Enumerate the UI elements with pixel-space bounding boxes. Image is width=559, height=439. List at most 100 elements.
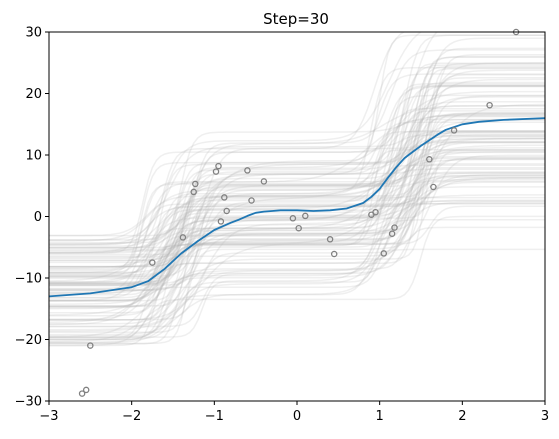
sample-curve [49, 62, 545, 283]
data-point [388, 230, 396, 237]
sample-curve [49, 172, 545, 317]
sample-curve [49, 158, 545, 276]
data-point [190, 188, 197, 196]
data-point [330, 250, 338, 258]
sample-curve [49, 114, 545, 292]
sample-curve [49, 205, 545, 285]
sample-curve [49, 32, 405, 247]
sample-curve [49, 163, 545, 284]
sample-curve [49, 137, 545, 295]
sample-curve [49, 84, 545, 274]
sample-curve [49, 157, 545, 269]
sample-curve [49, 173, 545, 337]
mean-line [49, 117, 545, 298]
sample-curve [49, 130, 545, 254]
chart-title: Step=30 [263, 10, 329, 28]
sample-curve [49, 141, 545, 286]
y-tick-label: −10 [15, 272, 42, 287]
sample-curve [49, 94, 545, 321]
sample-curve [49, 176, 545, 323]
sample-curve [49, 171, 545, 299]
sample-curve [49, 49, 545, 252]
sample-curve [49, 130, 545, 262]
sample-curve [49, 180, 545, 321]
sample-curve [49, 172, 545, 302]
sample-curve [49, 90, 545, 237]
sample-curve [49, 226, 545, 325]
sample-curve [49, 78, 545, 244]
x-tick-label: −1 [205, 409, 224, 424]
data-point [486, 101, 493, 109]
x-tick-label: −2 [122, 409, 141, 424]
sample-curve [49, 66, 545, 278]
sample-curve [49, 83, 545, 254]
sample-curve [49, 85, 545, 268]
data-point [295, 224, 302, 232]
sample-curve [49, 164, 545, 299]
sample-curve [49, 175, 545, 344]
sample-curve [49, 111, 545, 328]
sample-curve [49, 101, 545, 285]
sample-curve [49, 62, 545, 277]
sample-curve [49, 118, 545, 332]
y-tick-label: −20 [15, 333, 42, 348]
sample-curve [49, 134, 545, 285]
data-point [326, 236, 334, 243]
data-point [391, 224, 398, 231]
sample-curve [49, 53, 545, 278]
x-tick-label: −3 [39, 409, 58, 424]
sample-curve [49, 47, 545, 270]
data-point [82, 386, 90, 394]
sample-curve [49, 81, 545, 286]
data-point [302, 212, 309, 220]
sample-curve [49, 132, 545, 268]
sample-curve [49, 96, 545, 302]
x-tick-label: 2 [458, 409, 466, 424]
sample-curve [49, 151, 545, 314]
sample-curve [49, 65, 545, 272]
x-tick-label: 3 [541, 409, 549, 424]
sample-curve [49, 130, 545, 262]
sample-curve [49, 149, 545, 310]
data-point [380, 250, 388, 257]
data-point [223, 207, 230, 215]
sample-curve [49, 94, 545, 291]
sample-curve [49, 121, 545, 308]
sample-curve [49, 178, 545, 316]
sample-curve [49, 202, 545, 339]
observation-points-layer [78, 28, 520, 397]
x-tick-label: 0 [293, 409, 301, 424]
sample-curve [49, 112, 545, 296]
sample-curve [49, 112, 545, 280]
data-point [192, 180, 199, 188]
sample-curve [49, 142, 545, 301]
sample-curve [49, 200, 545, 287]
sample-curve [49, 55, 545, 241]
data-point [87, 342, 94, 349]
sample-curve [49, 85, 545, 274]
sample-curve [49, 137, 545, 254]
sample-curve [49, 69, 545, 264]
sample-curve [49, 32, 438, 251]
sample-curves-layer [49, 32, 545, 347]
sample-curve [49, 168, 545, 292]
sample-curve [49, 177, 545, 302]
sample-curve [49, 73, 545, 277]
data-point [426, 156, 433, 163]
data-point [212, 168, 220, 175]
sample-curve [49, 34, 545, 246]
sample-curve [49, 136, 545, 307]
sample-curve [49, 84, 545, 309]
sample-curve [49, 196, 545, 345]
sample-curve [49, 56, 545, 278]
data-point [149, 259, 156, 266]
sample-curve [49, 147, 545, 341]
sample-curve [49, 32, 423, 246]
sample-curve [49, 118, 545, 268]
y-tick-label: −30 [15, 395, 42, 410]
sample-curve [49, 177, 545, 347]
sample-curve [49, 248, 545, 343]
sample-curve [49, 118, 545, 259]
sample-curve [49, 131, 545, 347]
